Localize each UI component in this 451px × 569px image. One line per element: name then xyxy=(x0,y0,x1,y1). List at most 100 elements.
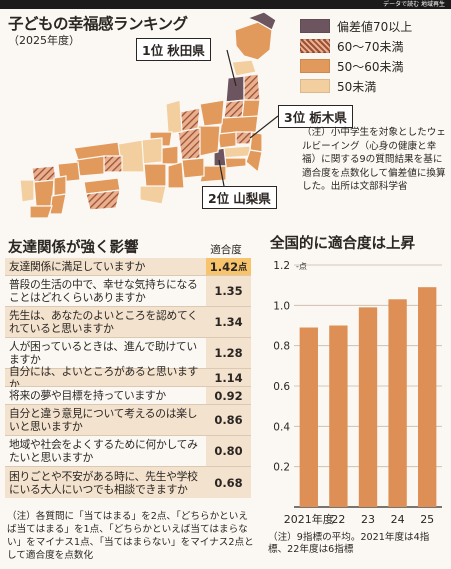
pref-aichi xyxy=(181,157,205,179)
pref-fukushima xyxy=(219,115,259,135)
question-text: 自分には、よいところがあると思いますか xyxy=(5,365,206,391)
legend-label: 60〜70未満 xyxy=(337,39,404,54)
question-score: 0.68 xyxy=(206,467,251,498)
table-row: 自分には、よいところがあると思いますか 1.14 xyxy=(5,365,251,391)
legend-item: 50〜60未満 xyxy=(300,56,450,76)
question-score: 1.34 xyxy=(206,307,251,337)
pref-nagano xyxy=(197,125,221,157)
y-tick-label: 0.2 xyxy=(273,462,290,474)
callout-rank: 1位 xyxy=(142,43,164,58)
pref-saga-nagasaki xyxy=(19,179,35,203)
legend-swatch xyxy=(300,59,330,73)
pref-shiga xyxy=(161,145,179,165)
score-unit: 点 xyxy=(238,263,248,273)
pref-miyazaki xyxy=(49,193,67,215)
pref-tochigi xyxy=(235,131,253,145)
pref-niigata xyxy=(199,99,225,127)
pref-ishikawa xyxy=(165,99,183,135)
bar xyxy=(418,287,437,507)
pref-tokyo xyxy=(223,157,247,169)
pref-mie xyxy=(167,161,185,189)
table-row: 先生は、あなたのよいところを認めてくれていると思いますか 1.34 xyxy=(5,307,251,338)
pref-iwate xyxy=(243,73,261,101)
callout-pref: 栃木県 xyxy=(309,110,347,125)
question-text: 先生は、あなたのよいところを認めてくれていると思いますか xyxy=(5,307,206,337)
legend-item: 60〜70未満 xyxy=(300,36,450,56)
pref-hiroshima xyxy=(75,155,105,177)
question-score: 0.92 xyxy=(206,387,251,404)
y-tick-label: 0.4 xyxy=(273,421,290,433)
header-strip-text: データで読む 地域再生 xyxy=(383,1,445,8)
map-legend: 偏差値70以上 60〜70未満 50〜60未満 50未満 xyxy=(300,16,450,96)
callout-rank: 2位 xyxy=(208,191,230,206)
legend-swatch xyxy=(300,19,330,33)
callout-akita: 1位 秋田県 xyxy=(136,38,211,61)
legend-item: 50未満 xyxy=(300,76,450,96)
question-text: 将来の夢や目標を持っていますか xyxy=(5,387,206,404)
legend-swatch xyxy=(300,79,330,93)
pref-miyagi xyxy=(241,99,261,119)
pref-wakayama xyxy=(139,185,167,205)
x-tick-label: 23 xyxy=(361,513,375,526)
bar xyxy=(329,325,348,507)
pref-gunma xyxy=(217,131,237,149)
callout-pref: 山梨県 xyxy=(233,191,271,206)
table-note: （注）各質問に「当てはまる」を2点、「どちらかといえば当てはまる」を1点、「どち… xyxy=(7,511,254,561)
score-column-header: 適合度 xyxy=(210,244,242,256)
question-score: 1.42 点 xyxy=(206,258,251,275)
pref-aomori xyxy=(231,59,257,77)
question-score: 0.80 xyxy=(206,436,251,466)
table-row: 普段の生活の中で、幸せな気持ちになることはどれくらいありますか 1.35 xyxy=(5,276,251,307)
legend-label: 50未満 xyxy=(337,79,377,94)
y-tick-label: 0.8 xyxy=(273,341,290,353)
callout-rank: 3位 xyxy=(284,110,306,125)
chart-heading: 全国的に適合度は上昇 xyxy=(270,236,415,252)
pref-yamagata xyxy=(223,99,245,119)
map-note: （注）小中学生を対象としたウェルビーイング（心身の健康と幸福）に関する9の質問結… xyxy=(302,127,446,193)
pref-ibaraki xyxy=(249,131,263,153)
callout-tochigi: 3位 栃木県 xyxy=(278,105,353,128)
x-tick-label: 22 xyxy=(331,513,345,526)
table-row: 人が困っているときは、進んで助けていますか 1.28 xyxy=(5,338,251,369)
pref-saitama xyxy=(221,145,251,159)
bar xyxy=(358,307,378,507)
question-score: 0.86 xyxy=(206,405,251,435)
legend-swatch xyxy=(300,39,330,53)
callout-pref: 秋田県 xyxy=(167,43,205,58)
header-strip: データで読む 地域再生 xyxy=(0,0,451,9)
chart-note: （注）9指標の平均。2021年度は4指標、22年度は6指標 xyxy=(268,532,430,555)
region-hokkaido-east xyxy=(246,11,277,31)
question-score: 1.28 xyxy=(206,338,251,368)
table-row: 将来の夢や目標を持っていますか 0.92 xyxy=(5,387,251,405)
page-subtitle: （2025年度） xyxy=(8,34,80,47)
japan-map xyxy=(19,11,279,219)
question-text: 普段の生活の中で、幸せな気持ちになることはどれくらいありますか xyxy=(5,276,206,306)
table-heading: 友達関係が強く影響 xyxy=(8,240,139,256)
y-tick-label: 1.0 xyxy=(273,300,290,312)
pref-gifu xyxy=(177,127,201,161)
question-score: 1.14 xyxy=(206,369,251,386)
question-text: 自分と違う意見について考えるのは楽しいと思いますか xyxy=(5,405,206,435)
region-hokkaido xyxy=(234,21,273,61)
x-tick-label: 24 xyxy=(391,513,405,526)
legend-label: 偏差値70以上 xyxy=(337,19,413,34)
y-tick-label: 1.2 xyxy=(273,260,290,272)
pref-kagoshima xyxy=(29,205,53,219)
pref-oita xyxy=(53,175,67,197)
y-tick-label: 0.6 xyxy=(273,381,290,393)
pref-shikoku-south xyxy=(85,189,121,211)
table-row: 地域や社会をよくするために何かしてみたいと思いますか 0.80 xyxy=(5,436,251,467)
callout-yamanashi: 2位 山梨県 xyxy=(202,186,277,209)
page-title: 子どもの幸福感ランキング xyxy=(8,15,188,33)
x-tick-label: 2021年度 xyxy=(284,512,334,526)
table-row: 自分と違う意見について考えるのは楽しいと思いますか 0.86 xyxy=(5,405,251,436)
question-text: 友達関係に満足していますか xyxy=(5,258,206,275)
pref-chiba xyxy=(245,149,263,174)
bar xyxy=(299,327,318,507)
question-table: 友達関係に満足していますか 1.42 点 普段の生活の中で、幸せな気持ちになること… xyxy=(5,258,251,498)
question-text: 地域や社会をよくするために何かしてみたいと思いますか xyxy=(5,436,206,466)
question-text: 困りごとや不安がある時に、先生や学校にいる大人にいつでも相談できますか xyxy=(5,467,206,498)
question-text: 人が困っているときは、進んで助けていますか xyxy=(5,338,206,368)
legend-item: 偏差値70以上 xyxy=(300,16,450,36)
